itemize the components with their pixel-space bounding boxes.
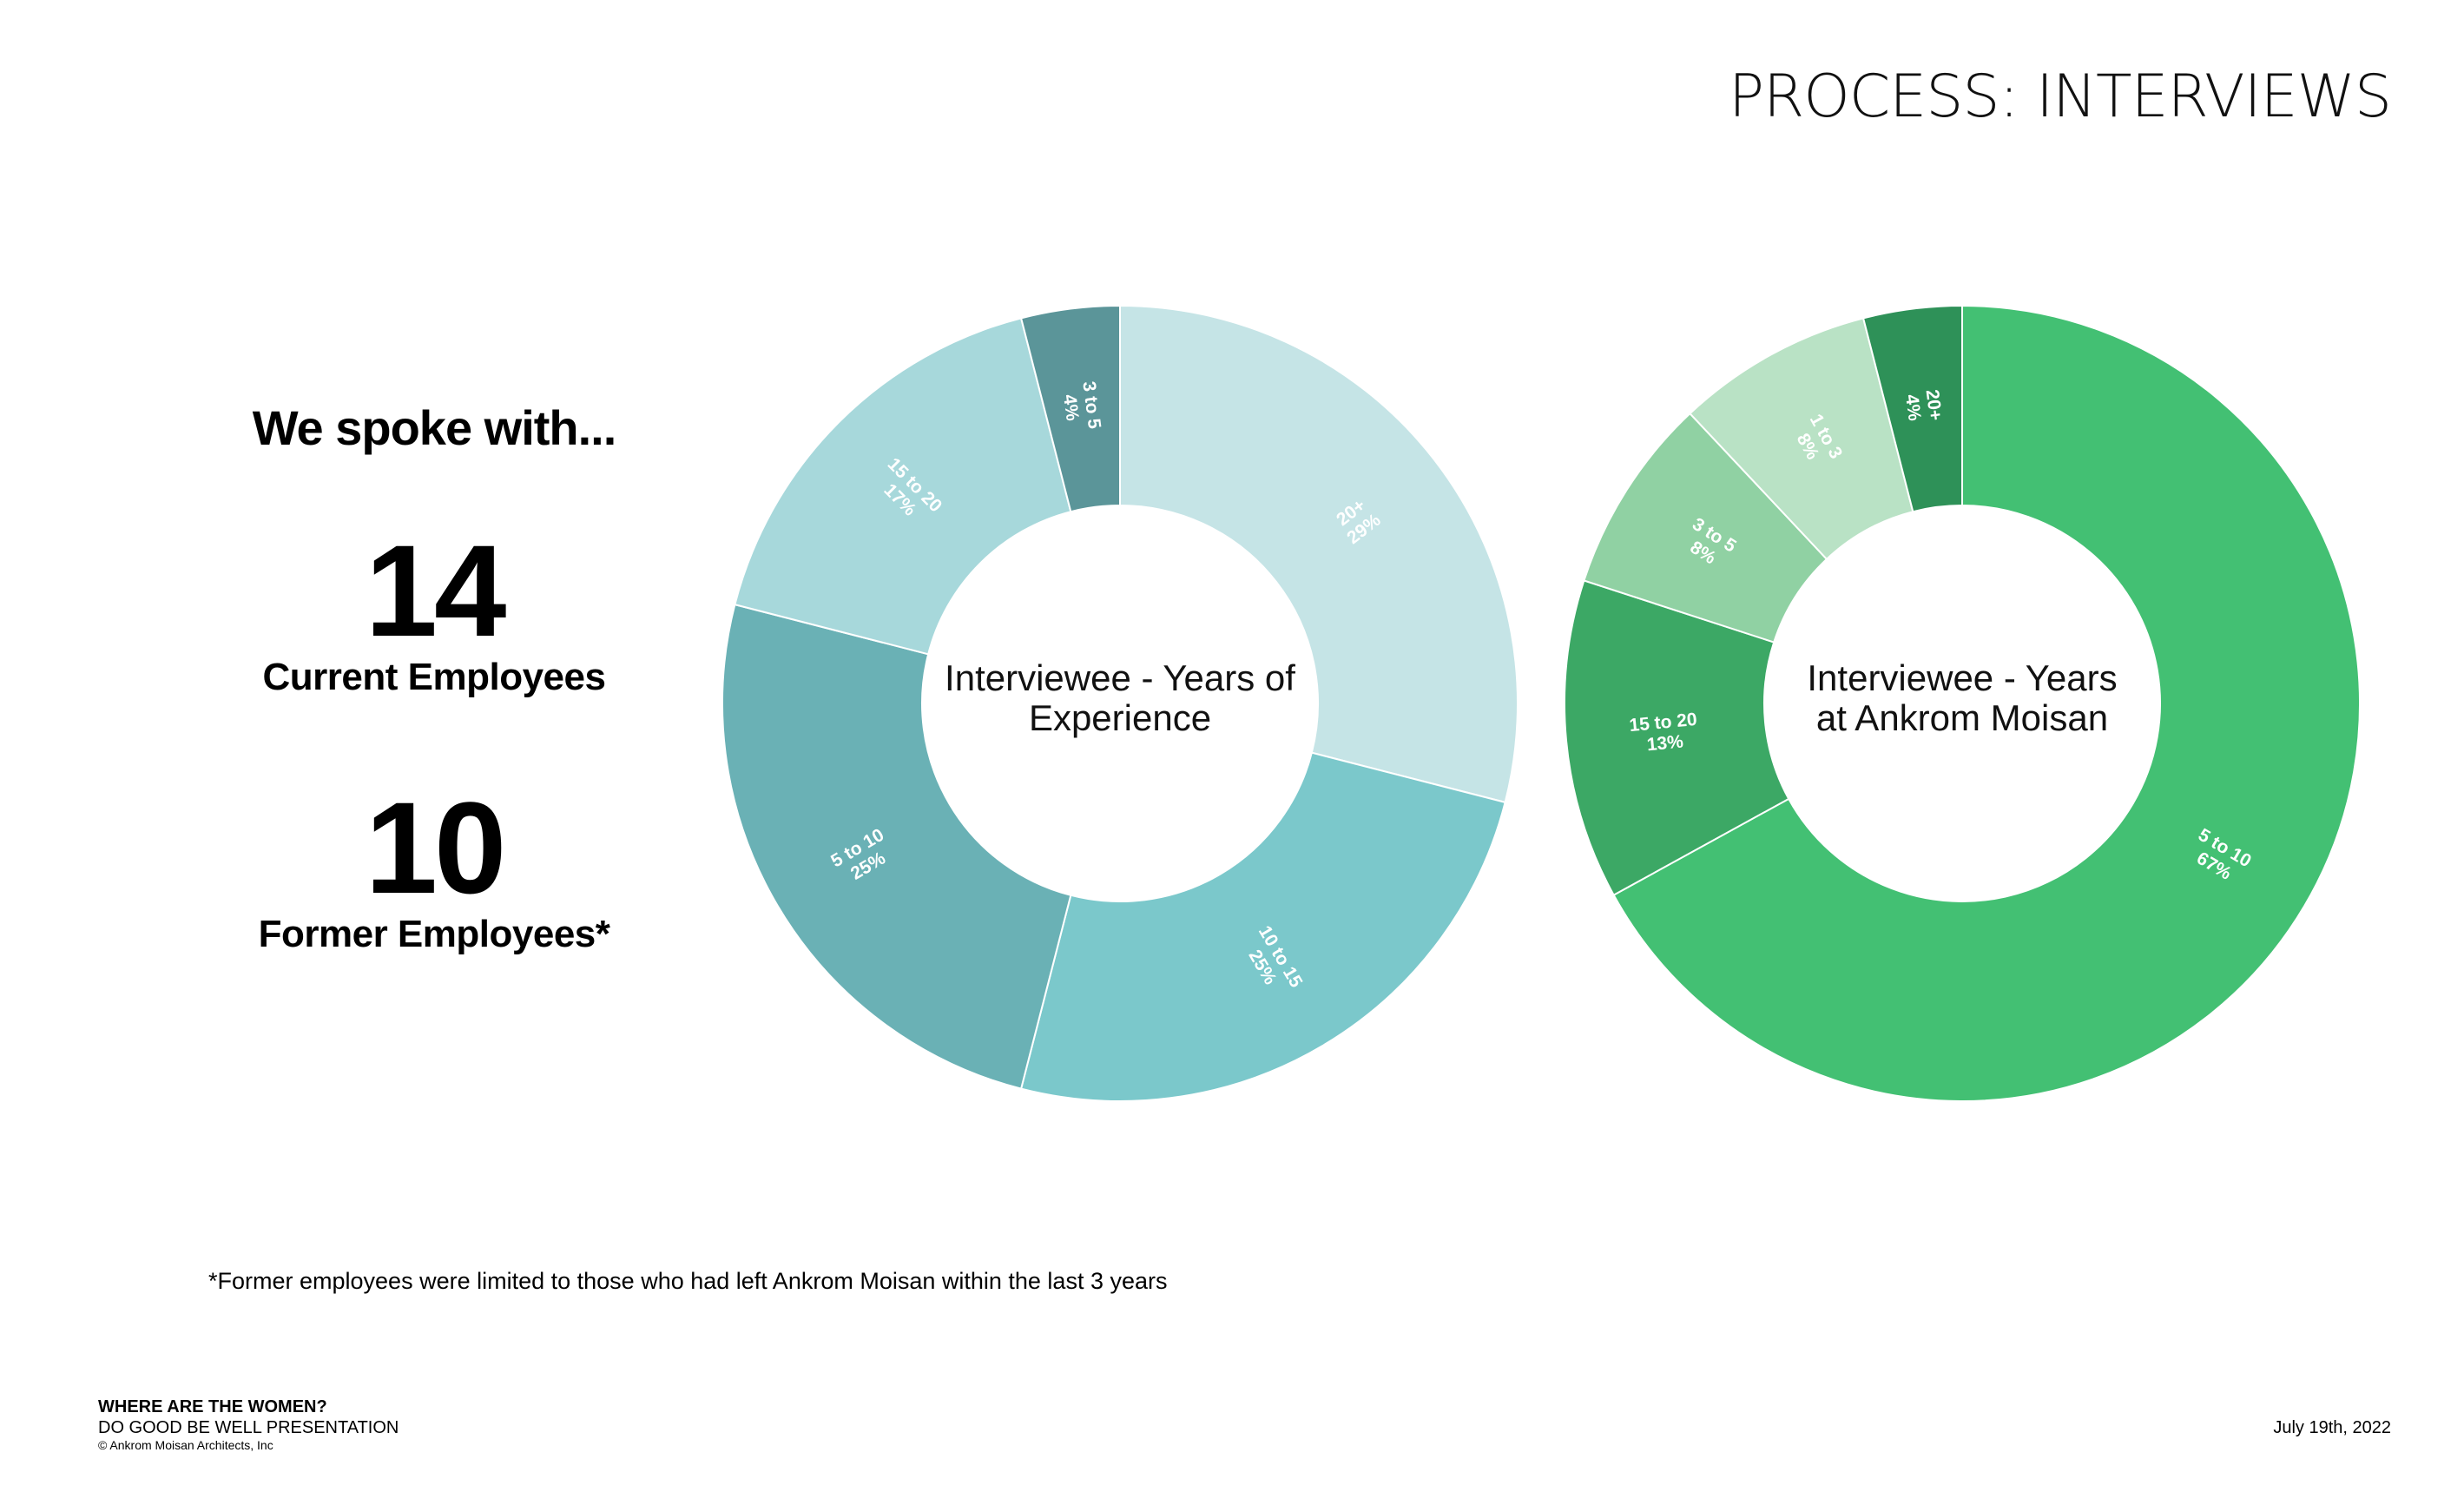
former-employees-stat: 10 Former Employees* — [208, 782, 660, 956]
slice-3-to-5 — [1019, 304, 1121, 513]
slice-percent-label: 4% — [1059, 393, 1083, 422]
slice-10-to-15 — [1019, 751, 1506, 1102]
current-employees-stat: 14 Current Employees — [208, 525, 660, 699]
footer-info: WHERE ARE THE WOMEN? DO GOOD BE WELL PRE… — [98, 1396, 399, 1453]
former-employees-count: 10 — [365, 775, 507, 921]
page-title: PROCESS: INTERVIEWS — [1729, 63, 2392, 131]
slice-5-to-10 — [1612, 304, 2361, 1102]
slice-percent-label: 4% — [1901, 393, 1925, 422]
footer-subtitle: DO GOOD BE WELL PRESENTATION — [98, 1418, 399, 1437]
slice-label-3-to-5: 3 to 54% — [1059, 380, 1104, 431]
chart-center-title-line: Experience — [1029, 697, 1211, 738]
slice-20-plus — [1119, 304, 1519, 804]
slice-percent-label: 13% — [1646, 731, 1684, 755]
slice-15-to-20 — [734, 317, 1072, 656]
slice-15-to-20 — [1564, 579, 1790, 897]
chart-center-title-line: Interviewee - Years of — [945, 657, 1295, 698]
footer-copyright: © Ankrom Moisan Architects, Inc — [98, 1438, 273, 1452]
footer-date: July 19th, 2022 — [2273, 1418, 2391, 1437]
slice-label-20-plus: 20+4% — [1901, 388, 1946, 422]
former-employees-label: Former Employees* — [258, 913, 610, 955]
stats-heading: We spoke with... — [252, 400, 617, 455]
footnote: *Former employees were limited to those … — [208, 1268, 1168, 1294]
chart-center-title-line: Interviewee - Years — [1807, 657, 2117, 698]
slice-20-plus — [1861, 304, 1963, 513]
footer-title: WHERE ARE THE WOMEN? — [98, 1397, 327, 1416]
slice-category-label: 20+ — [1922, 388, 1946, 421]
chart-center-title-line: at Ankrom Moisan — [1816, 697, 2108, 738]
interview-stats: We spoke with... 14 Current Employees 10… — [208, 399, 660, 956]
current-employees-label: Current Employees — [262, 656, 606, 698]
current-employees-count: 14 — [365, 518, 507, 663]
slice-5-to-10 — [721, 603, 1072, 1090]
